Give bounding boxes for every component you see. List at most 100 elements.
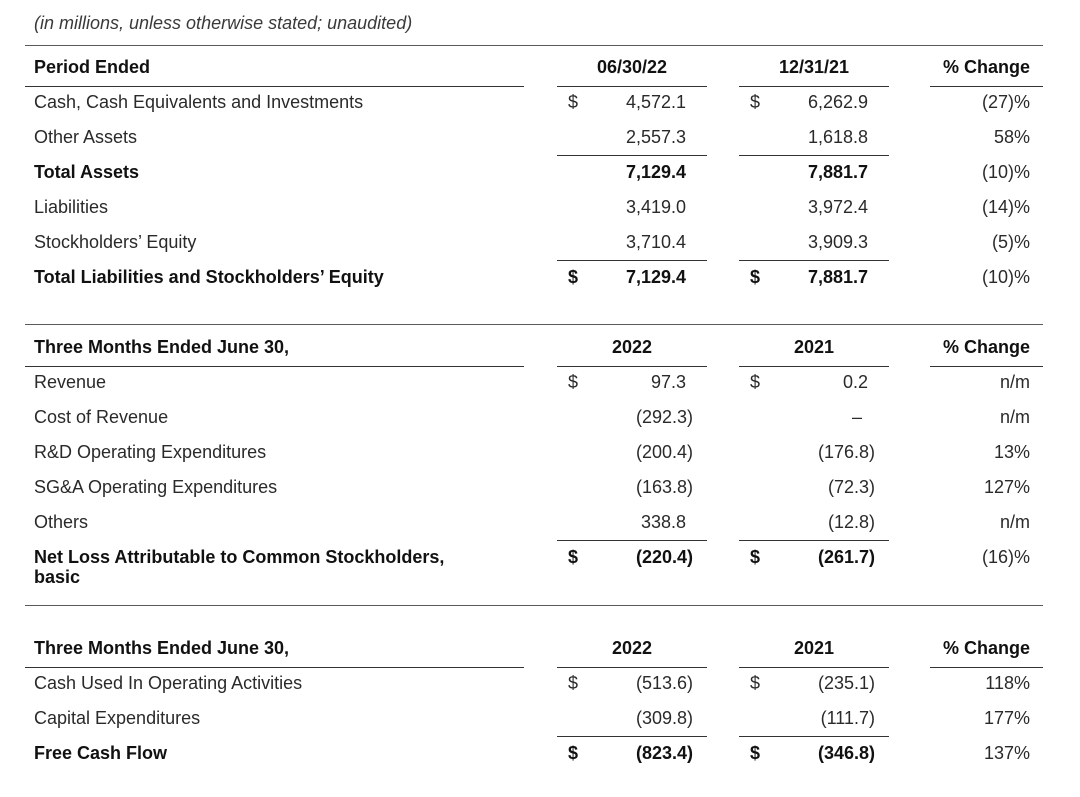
header-col1: 06/30/22	[596, 57, 668, 77]
header-label: Three Months Ended June 30,	[34, 337, 290, 357]
table-row: Cash, Cash Equivalents and Investments $…	[0, 85, 1080, 120]
pct-change: (16)%	[981, 547, 1030, 567]
header-label: Period Ended	[34, 57, 151, 77]
row-label-line2: basic	[34, 567, 81, 587]
pct-change: 177%	[983, 708, 1030, 728]
row-label: Other Assets	[34, 127, 138, 147]
header-underline	[930, 667, 1043, 668]
value-col1: 2,557.3	[625, 127, 686, 147]
dollar-sign: $	[750, 547, 761, 567]
header-col3: % Change	[942, 337, 1030, 357]
table-row: Stockholders’ Equity 3,710.4 3,909.3 (5)…	[0, 225, 1080, 260]
header-underline	[739, 86, 889, 87]
value-col1: (200.4)	[635, 442, 693, 462]
dollar-sign: $	[568, 673, 579, 693]
pct-change: 137%	[983, 743, 1030, 763]
table-row: Cash Used In Operating Activities $ (513…	[0, 666, 1080, 701]
row-label: Capital Expenditures	[34, 708, 201, 728]
row-label: Total Assets	[34, 162, 140, 182]
row-label: SG&A Operating Expenditures	[34, 477, 278, 497]
header-col1: 2022	[611, 337, 653, 357]
value-col1: (823.4)	[635, 743, 693, 763]
subtotal-rule	[557, 155, 707, 156]
table-row-total: Total Assets 7,129.4 7,881.7 (10)%	[0, 155, 1080, 190]
pct-change: (10)%	[981, 267, 1030, 287]
value-col1: 97.3	[650, 372, 686, 392]
value-col1: (513.6)	[635, 673, 693, 693]
subtotal-rule	[739, 155, 889, 156]
row-label: Others	[34, 512, 89, 532]
header-underline	[930, 86, 1043, 87]
table-header-row: Three Months Ended June 30, 2022 2021 % …	[0, 631, 1080, 666]
dollar-sign: $	[568, 267, 579, 287]
table-row-total: Net Loss Attributable to Common Stockhol…	[0, 540, 1080, 590]
value-col2: –	[851, 407, 862, 427]
header-label: Three Months Ended June 30,	[34, 638, 290, 658]
header-underline	[25, 86, 524, 87]
value-col1: (292.3)	[635, 407, 693, 427]
subtotal-rule	[557, 540, 707, 541]
value-col2: 0.2	[842, 372, 868, 392]
row-label: R&D Operating Expenditures	[34, 442, 267, 462]
row-label: Free Cash Flow	[34, 743, 168, 763]
subtotal-rule	[739, 736, 889, 737]
value-col2: 6,262.9	[807, 92, 868, 112]
value-col2: 7,881.7	[807, 162, 868, 182]
table-header-row: Period Ended 06/30/22 12/31/21 % Change	[0, 50, 1080, 85]
value-col1: (163.8)	[635, 477, 693, 497]
dollar-sign: $	[750, 743, 761, 763]
table-row: Others 338.8 (12.8) n/m	[0, 505, 1080, 540]
pct-change: (5)%	[991, 232, 1030, 252]
header-col2: 2021	[793, 337, 835, 357]
dollar-sign: $	[750, 92, 761, 112]
dollar-sign: $	[750, 372, 761, 392]
value-col1: (220.4)	[635, 547, 693, 567]
header-underline	[739, 667, 889, 668]
row-label-line1: Net Loss Attributable to Common Stockhol…	[34, 547, 445, 567]
table-row: SG&A Operating Expenditures (163.8) (72.…	[0, 470, 1080, 505]
value-col2: 7,881.7	[807, 267, 868, 287]
value-col1: 338.8	[640, 512, 686, 532]
header-col3: % Change	[942, 638, 1030, 658]
value-col2: (176.8)	[817, 442, 875, 462]
value-col1: 7,129.4	[625, 267, 686, 287]
row-label: Cost of Revenue	[34, 407, 169, 427]
value-col2: (346.8)	[817, 743, 875, 763]
row-label: Total Liabilities and Stockholders’ Equi…	[34, 267, 384, 287]
pct-change: n/m	[999, 372, 1030, 392]
value-col2: 3,909.3	[807, 232, 868, 252]
unit-note: (in millions, unless otherwise stated; u…	[34, 13, 413, 33]
pct-change: n/m	[999, 512, 1030, 532]
header-underline	[557, 366, 707, 367]
value-col2: (261.7)	[817, 547, 875, 567]
dollar-sign: $	[568, 547, 579, 567]
pct-change: (14)%	[981, 197, 1030, 217]
value-col2: (72.3)	[827, 477, 875, 497]
section-rule	[25, 605, 1043, 606]
row-label: Cash Used In Operating Activities	[34, 673, 303, 693]
subtotal-rule	[739, 540, 889, 541]
header-underline	[557, 667, 707, 668]
value-col1: 3,710.4	[625, 232, 686, 252]
subtotal-rule	[557, 736, 707, 737]
value-col2: 1,618.8	[807, 127, 868, 147]
value-col1: 7,129.4	[625, 162, 686, 182]
table-header-row: Three Months Ended June 30, 2022 2021 % …	[0, 330, 1080, 365]
dollar-sign: $	[750, 267, 761, 287]
pct-change: 13%	[993, 442, 1030, 462]
row-label: Liabilities	[34, 197, 109, 217]
value-col1: 3,419.0	[625, 197, 686, 217]
value-col1: 4,572.1	[625, 92, 686, 112]
dollar-sign: $	[568, 372, 579, 392]
header-col1: 2022	[611, 638, 653, 658]
table-row: Liabilities 3,419.0 3,972.4 (14)%	[0, 190, 1080, 225]
pct-change: 127%	[983, 477, 1030, 497]
header-col2: 2021	[793, 638, 835, 658]
value-col2: (111.7)	[820, 708, 875, 728]
table-row: Revenue $ 97.3 $ 0.2 n/m	[0, 365, 1080, 400]
header-underline	[557, 86, 707, 87]
dollar-sign: $	[568, 743, 579, 763]
header-underline	[930, 366, 1043, 367]
header-col3: % Change	[942, 57, 1030, 77]
value-col2: (235.1)	[817, 673, 875, 693]
